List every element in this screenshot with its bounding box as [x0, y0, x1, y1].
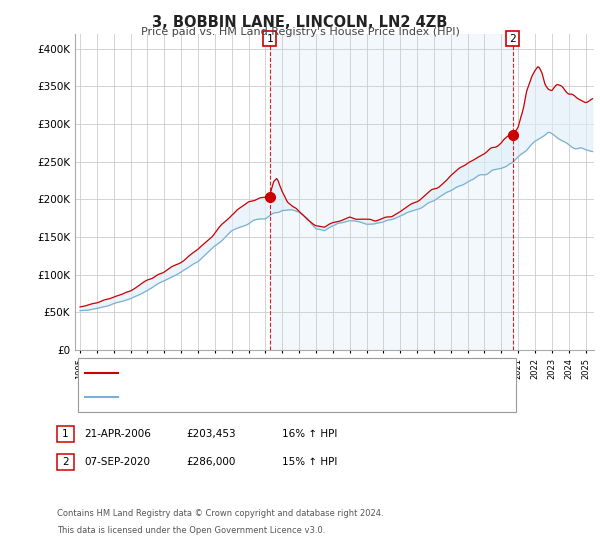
Text: 15% ↑ HPI: 15% ↑ HPI — [282, 457, 337, 467]
Text: This data is licensed under the Open Government Licence v3.0.: This data is licensed under the Open Gov… — [57, 526, 325, 535]
Text: 3, BOBBIN LANE, LINCOLN, LN2 4ZB: 3, BOBBIN LANE, LINCOLN, LN2 4ZB — [152, 15, 448, 30]
Text: 1: 1 — [62, 429, 69, 439]
Text: £286,000: £286,000 — [186, 457, 235, 467]
Text: Contains HM Land Registry data © Crown copyright and database right 2024.: Contains HM Land Registry data © Crown c… — [57, 509, 383, 518]
Text: 21-APR-2006: 21-APR-2006 — [84, 429, 151, 439]
Text: 1: 1 — [266, 34, 273, 44]
Text: 07-SEP-2020: 07-SEP-2020 — [84, 457, 150, 467]
Text: £203,453: £203,453 — [186, 429, 236, 439]
Bar — [269, 34, 512, 350]
Text: 16% ↑ HPI: 16% ↑ HPI — [282, 429, 337, 439]
Text: HPI: Average price, detached house, Lincoln: HPI: Average price, detached house, Linc… — [125, 391, 341, 402]
Text: 3, BOBBIN LANE, LINCOLN, LN2 4ZB (detached house): 3, BOBBIN LANE, LINCOLN, LN2 4ZB (detach… — [125, 368, 391, 379]
Text: Price paid vs. HM Land Registry's House Price Index (HPI): Price paid vs. HM Land Registry's House … — [140, 27, 460, 37]
Text: 2: 2 — [62, 457, 69, 467]
Text: 2: 2 — [509, 34, 516, 44]
